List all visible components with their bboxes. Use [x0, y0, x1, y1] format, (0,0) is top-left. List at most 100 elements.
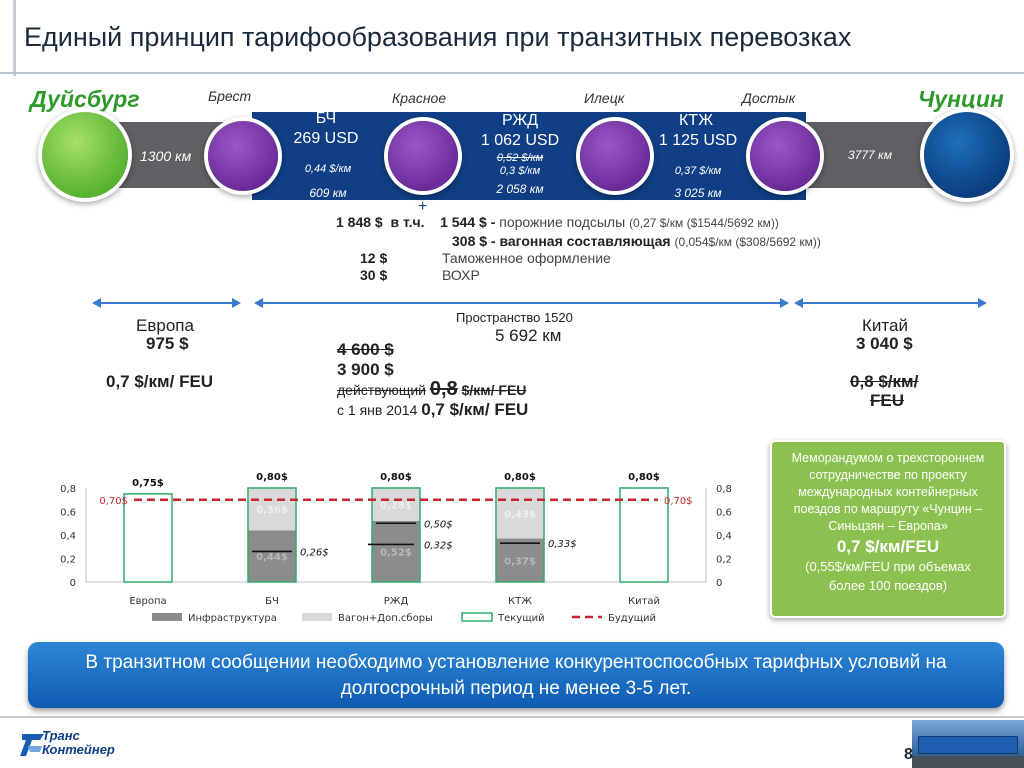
logo-line-1: Транс	[42, 728, 80, 743]
bar-infra-label: 0,52$	[380, 547, 412, 558]
europe-rate: 0,7 $/км/ FEU	[106, 372, 214, 391]
europe-name: Европа	[136, 316, 194, 335]
station-iletsk: Илецк	[584, 90, 625, 106]
banner-text: В транзитном сообщении необходимо устано…	[85, 652, 947, 699]
page-number: 8	[904, 746, 913, 763]
future-label-right: 0,70$	[664, 496, 693, 507]
memo-note: (0,55$/км/FEU при объемах более 100 поез…	[805, 559, 971, 593]
space-arrow-right	[780, 298, 789, 308]
europe-price: 975 $	[146, 334, 189, 353]
future-label-left: 0,70$	[99, 496, 128, 507]
bar-wagon-label: 0,36$	[256, 505, 288, 516]
bar-top-label: 0,75$	[132, 478, 164, 489]
bar-wagon	[248, 488, 296, 531]
conclusion-banner: В транзитном сообщении необходимо устано…	[28, 642, 1004, 708]
iletsk-node	[580, 121, 650, 191]
y-tick-label-right: 0	[716, 578, 722, 589]
bch-name: БЧ	[315, 110, 337, 127]
chart-bars	[123, 487, 669, 583]
rzd-km: 2 058 км	[496, 182, 544, 196]
breakdown-line-1: 1 848 $ в т.ч. 1 544 $ - порожние подсыл…	[336, 214, 779, 230]
space-arrow-left	[254, 298, 263, 308]
chart-axes: 0 0 0,2 0,2 0,4 0,4 0,6 0,6 0,8 0,8 Европа БЧ РЖД КТЖ…	[60, 484, 732, 607]
footer-divider	[0, 716, 1024, 718]
rzd-rate: 0,3 $/км	[499, 165, 541, 177]
x-tick-label: РЖД	[384, 596, 409, 607]
ktzh-km: 3 025 км	[674, 186, 722, 200]
memo-text: Меморандумом о трехстороннем сотрудничес…	[791, 451, 985, 533]
bch-price: 269 USD	[293, 130, 359, 147]
chart-labels: 0,75$ 0,80$ 0,36$ 0,44$ 0,26$ 0,80$ 0,28$ 0,52$…	[99, 472, 692, 567]
y-tick-label-right: 0,2	[716, 555, 732, 566]
ktzh-name: КТЖ	[678, 112, 714, 129]
duisburg-node	[42, 112, 128, 198]
space-from-value: 0,7 $/км/ FEU	[421, 400, 529, 419]
bch-rate: 0,44 $/км	[304, 163, 352, 175]
breakdown-total: 1 848 $	[336, 214, 383, 230]
bar-current-outline	[123, 493, 173, 583]
station-brest: Брест	[208, 88, 252, 104]
bar-top-label: 0,80$	[380, 472, 412, 483]
bar-infrastructure	[372, 520, 420, 582]
bar-wagon-label: 0,43$	[504, 509, 536, 520]
page-title: Единый принцип тарифообразования при тра…	[24, 22, 852, 52]
breakdown-customs-desc: Таможенное оформление	[442, 250, 611, 266]
y-tick-label-left: 0,6	[60, 508, 76, 519]
chongqing-node	[924, 112, 1010, 198]
y-tick-label-right: 0,6	[716, 508, 732, 519]
legend-infrastructure-label: Инфраструктура	[188, 613, 277, 624]
breakdown-customs-amount: 12 $	[360, 250, 388, 266]
krasnoe-node	[388, 121, 458, 191]
bar-infrastructure	[248, 530, 296, 582]
bar-current-outline	[371, 487, 421, 583]
bar-wagon	[496, 488, 544, 539]
logo-mark-icon	[20, 734, 44, 756]
breakdown-guard-desc: ВОХР	[442, 267, 480, 283]
y-tick-label-right: 0,8	[716, 484, 732, 495]
train-photo	[912, 720, 1024, 768]
y-tick-label-left: 0,4	[60, 531, 76, 542]
plus-sign: +	[418, 198, 428, 215]
x-tick-label: БЧ	[265, 596, 279, 607]
segment-1520-bar	[252, 112, 806, 200]
station-krasnoe: Красное	[392, 90, 447, 106]
y-tick-label-left: 0,8	[60, 484, 76, 495]
breakdown-empty-amount: 1 544 $	[440, 214, 487, 230]
breakdown-line-2: 308 $ - вагонная составляющая (0,054$/км…	[452, 233, 821, 249]
bar-current-outline	[247, 487, 297, 583]
bar-infra-label: 0,44$	[256, 552, 288, 563]
bar-top-label: 0,80$	[256, 472, 288, 483]
china-arrow-line	[802, 302, 978, 304]
china-rate-unit: FEU	[870, 391, 904, 410]
logo-line-2: Контейнер	[42, 742, 115, 757]
legend-infrastructure-swatch	[152, 613, 182, 621]
china-arrow-left	[794, 298, 803, 308]
x-tick-label: КТЖ	[508, 596, 532, 607]
legend-wagon-label: Вагон+Доп.сборы	[338, 613, 433, 624]
space-old-price: 4 600 $	[337, 340, 394, 359]
breakdown-guard-amount: 30 $	[360, 267, 388, 283]
space-from-label: с 1 янв 2014	[337, 402, 418, 418]
ktzh-price: 1 125 USD	[658, 132, 738, 149]
legend-current-label: Текущий	[497, 613, 545, 624]
city-duisburg: Дуйсбург	[30, 86, 140, 112]
legend-current-swatch	[461, 612, 493, 622]
marker-label: 0,33$	[548, 539, 577, 550]
space-km: 5 692 км	[495, 326, 562, 345]
legend-wagon-swatch	[302, 613, 332, 621]
bar-top-label: 0,80$	[628, 472, 660, 483]
europe-arrow-left	[92, 298, 101, 308]
bar-wagon-label: 0,28$	[380, 500, 412, 511]
left-accent	[13, 0, 16, 76]
chart-legend: Инфраструктура Вагон+Доп.сборы Текущий Буду…	[152, 612, 656, 624]
bar-infra-label: 0,37$	[504, 556, 536, 567]
breakdown-wagon-amount: 308 $ - вагонная составляющая	[452, 233, 671, 249]
memo-rate: 0,7 $/км/FEU	[836, 537, 940, 556]
bar-top-label: 0,80$	[504, 472, 536, 483]
marker-label-2: 0,32$	[424, 540, 453, 551]
rzd-price: 1 062 USD	[480, 132, 560, 149]
rzd-name: РЖД	[501, 112, 539, 129]
china-arrow-right	[978, 298, 987, 308]
city-chongqing: Чунцин	[918, 86, 1004, 112]
marker-label: 0,50$	[424, 519, 453, 530]
